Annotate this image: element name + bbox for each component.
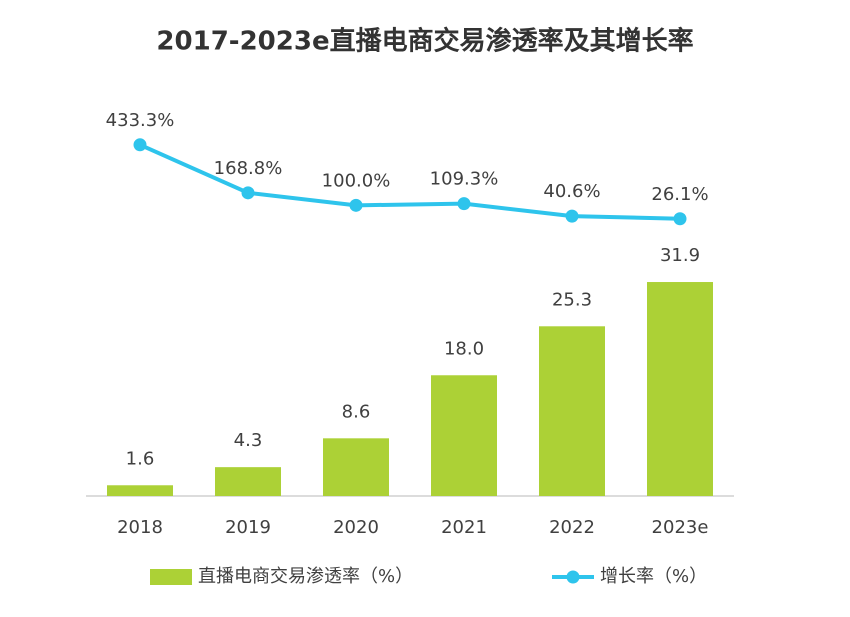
x-tick-label: 2022 <box>549 517 595 538</box>
line-point <box>241 186 255 200</box>
x-tick-label: 2021 <box>441 517 487 538</box>
line-point <box>133 138 147 152</box>
data-label: 26.1% <box>651 184 708 205</box>
bar <box>647 282 713 496</box>
bar <box>107 485 173 496</box>
legend-swatch <box>150 569 192 585</box>
data-label: 100.0% <box>322 170 391 191</box>
data-label: 433.3% <box>106 110 175 131</box>
line-point <box>565 209 579 223</box>
data-label: 25.3 <box>552 289 592 310</box>
data-label: 168.8% <box>214 158 283 179</box>
line-point <box>673 212 687 226</box>
bar <box>431 375 497 496</box>
line <box>139 142 681 221</box>
chart-title: 2017-2023e直播电商交易渗透率及其增长率 <box>156 26 693 57</box>
x-tick-label: 2018 <box>117 517 163 538</box>
data-label: 4.3 <box>234 430 263 451</box>
legend-swatch <box>566 570 580 584</box>
x-tick-label: 2020 <box>333 517 379 538</box>
line-point <box>349 198 363 212</box>
bar <box>323 438 389 496</box>
x-tick-label: 2023e <box>652 517 709 538</box>
data-label: 40.6% <box>543 181 600 202</box>
bar <box>215 467 281 496</box>
data-label: 109.3% <box>430 169 499 190</box>
data-label: 31.9 <box>660 245 700 266</box>
legend-label: 增长率（%） <box>600 566 707 587</box>
line-point <box>457 197 471 211</box>
x-tick-label: 2019 <box>225 517 271 538</box>
data-label: 1.6 <box>126 448 155 469</box>
bar <box>539 326 605 496</box>
data-label: 18.0 <box>444 338 484 359</box>
legend-label: 直播电商交易渗透率（%） <box>198 566 413 587</box>
data-label: 8.6 <box>342 401 371 422</box>
